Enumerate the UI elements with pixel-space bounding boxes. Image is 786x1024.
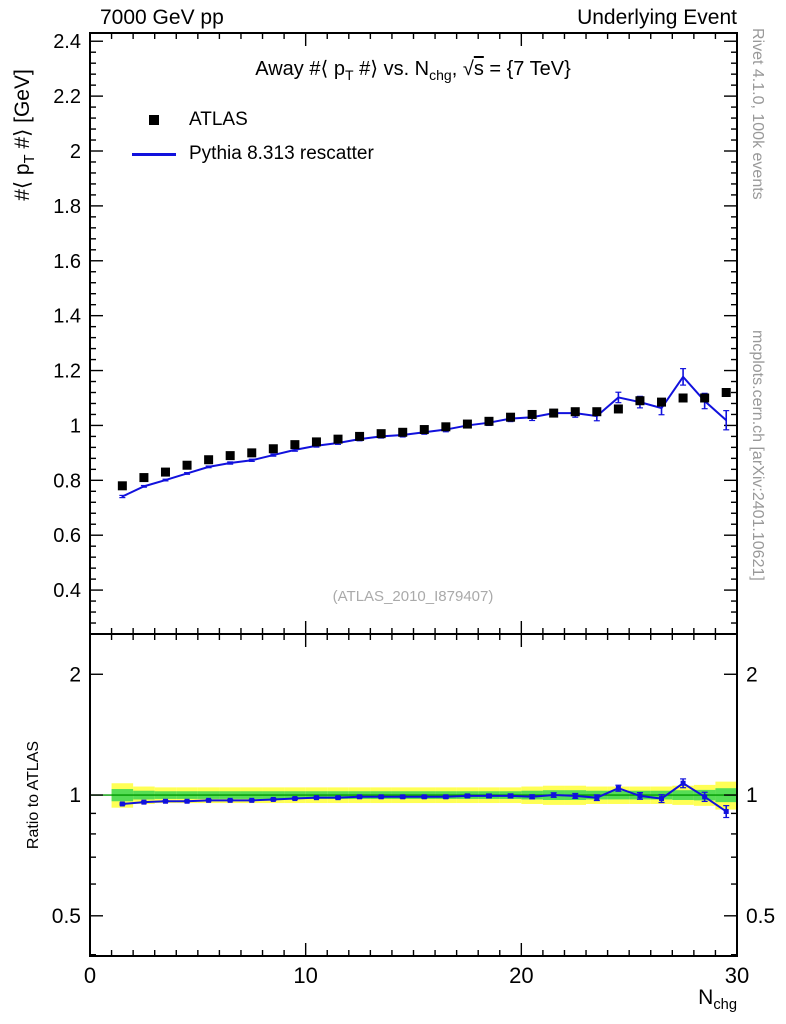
- svg-text:2: 2: [746, 663, 758, 686]
- svg-text:1.2: 1.2: [53, 361, 81, 383]
- svg-text:1: 1: [69, 784, 81, 807]
- svg-text:2.2: 2.2: [53, 86, 81, 108]
- svg-text:0.6: 0.6: [53, 525, 81, 547]
- analysis-id-watermark: (ATLAS_2010_I879407): [332, 588, 494, 605]
- mcplots-reference-note: mcplots.cern.ch [arXiv:2401.10621]: [749, 330, 766, 581]
- main-y-axis-label: #⟨ pT #⟩ [GeV]: [10, 69, 38, 201]
- legend-label-pythia: Pythia 8.313 rescatter: [189, 143, 374, 164]
- svg-text:2: 2: [69, 663, 81, 686]
- sqrt-argument: s: [473, 58, 484, 80]
- svg-text:1.8: 1.8: [53, 196, 81, 218]
- plot-frames: [89, 32, 738, 957]
- y-label-text: #⟨ p: [10, 163, 34, 201]
- sqrt-symbol: √: [462, 58, 474, 80]
- y-label-subscript: T: [22, 154, 39, 164]
- analysis-category-label: Underlying Event: [577, 6, 737, 29]
- svg-text:2.4: 2.4: [53, 31, 81, 53]
- svg-text:30: 30: [725, 963, 749, 988]
- rivet-version-note: Rivet 4.1.0, 100k events: [749, 28, 766, 200]
- pythia-line-marker-icon: [132, 152, 176, 156]
- ratio-y-axis-label: Ratio to ATLAS: [25, 740, 42, 850]
- svg-text:2: 2: [70, 141, 81, 163]
- legend-label-atlas: ATLAS: [189, 109, 248, 130]
- atlas-data-points-main: [117, 388, 731, 491]
- svg-text:0.5: 0.5: [746, 905, 775, 928]
- pythia-ratio-curve: [119, 778, 730, 819]
- legend-item-atlas: ATLAS: [132, 103, 374, 137]
- y-label-units: #⟩ [GeV]: [10, 69, 34, 155]
- svg-text:0.4: 0.4: [53, 580, 81, 602]
- legend-item-pythia: Pythia 8.313 rescatter: [132, 137, 374, 171]
- plot-title: Away #⟨ pT #⟩ vs. Nchg, √s = {7 TeV}: [255, 58, 571, 83]
- legend: ATLAS Pythia 8.313 rescatter: [132, 103, 374, 171]
- axis-ticks-and-labels: 0.4 0.6 0.8 1 1.2 1.4 1.6 1.8 2 2.2 2.4 0 10 20 30 0.5 0…: [52, 31, 775, 988]
- svg-text:0.8: 0.8: [53, 470, 81, 492]
- beam-energy-label: 7000 GeV pp: [100, 6, 224, 29]
- svg-text:0.5: 0.5: [52, 905, 81, 928]
- svg-text:1: 1: [70, 415, 81, 437]
- atlas-square-marker-icon: [149, 115, 159, 125]
- svg-text:1: 1: [746, 784, 758, 807]
- svg-text:1.6: 1.6: [53, 251, 81, 273]
- svg-text:20: 20: [509, 963, 533, 988]
- svg-text:0: 0: [84, 963, 96, 988]
- svg-text:10: 10: [293, 963, 317, 988]
- x-axis-label: Nchg: [698, 986, 737, 1014]
- svg-text:1.4: 1.4: [53, 306, 81, 328]
